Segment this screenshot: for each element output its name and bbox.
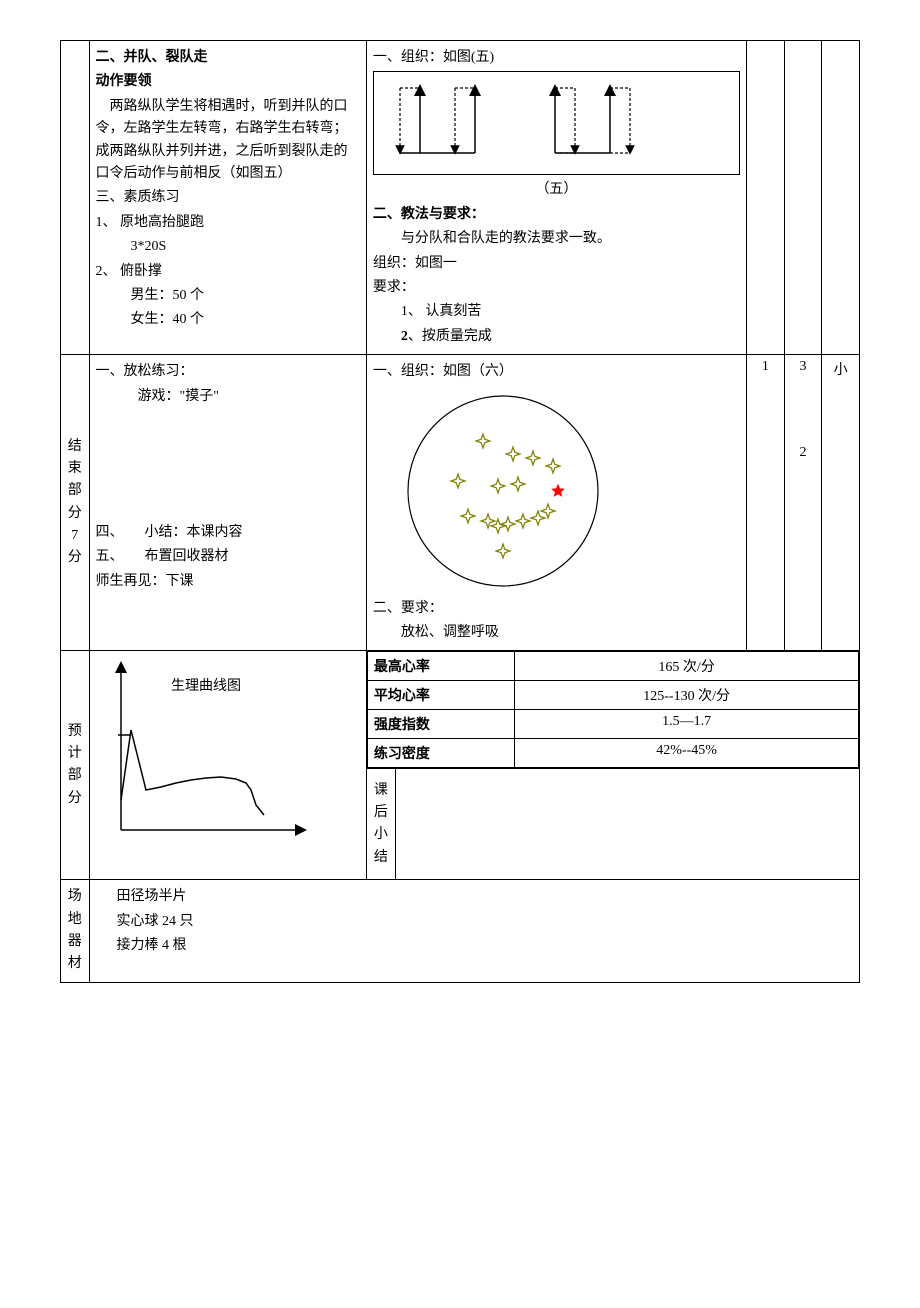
r1-teach-desc: 与分队和合队走的教法要求一致。 xyxy=(373,228,740,250)
row3-label: 预计部分 xyxy=(61,651,90,880)
m3k: 强度指数 xyxy=(367,710,514,739)
circle-diagram-6 xyxy=(373,386,633,596)
m4k: 练习密度 xyxy=(367,739,514,768)
r1-req1: 1、 认真刻苦 xyxy=(373,301,740,323)
row4-blank xyxy=(366,880,859,983)
row2-col-b1: 3 xyxy=(799,359,806,374)
formation-diagram-5 xyxy=(373,71,740,175)
r2-game: 游戏："摸子" xyxy=(96,386,360,408)
metric-row-1: 最高心率 165 次/分 xyxy=(367,652,858,681)
row1-col-b xyxy=(784,41,822,355)
r1-item3-2b: 男生：50 个 xyxy=(96,285,360,307)
r1-req-title: 要求： xyxy=(373,277,740,299)
r1-org2: 组织：如图一 xyxy=(373,253,740,275)
m1v: 165 次/分 xyxy=(515,652,859,681)
row2-col-c: 小 xyxy=(822,355,860,651)
r2-title4: 四、 小结：本课内容 xyxy=(96,522,360,544)
m3v: 1.5—1.7 xyxy=(515,710,859,739)
diagram5-svg xyxy=(380,78,680,168)
r1-req2-prefix: 2 xyxy=(401,329,408,344)
row4-content: 田径场半片 实心球 24 只 接力棒 4 根 xyxy=(89,880,366,983)
eq2: 实心球 24 只 xyxy=(96,911,361,933)
row4-label: 场地器材 xyxy=(61,880,90,983)
row-basic-cont: 二、并队、裂队走 动作要领 两路纵队学生将相遇时，听到并队的口令，左路学生左转弯… xyxy=(61,41,860,355)
row1-col-c xyxy=(822,41,860,355)
r1-desc2: 两路纵队学生将相遇时，听到并队的口令，左路学生左转弯，右路学生右转弯；成两路纵队… xyxy=(96,96,360,186)
row2-col-b2: 2 xyxy=(799,445,806,460)
row2-method: 一、组织：如图（六） 二、要求： 放松、调整呼吸 xyxy=(366,355,746,651)
r2-req-text: 放松、调整呼吸 xyxy=(373,622,740,644)
eq3: 接力棒 4 根 xyxy=(96,935,361,957)
row1-label-blank xyxy=(61,41,90,355)
r1-subtitle2: 动作要领 xyxy=(96,71,360,93)
r2-title5: 五、 布置回收器材 xyxy=(96,546,360,568)
r1-org-title: 一、组织：如图(五) xyxy=(373,47,740,69)
m2k: 平均心率 xyxy=(367,681,514,710)
lesson-plan-table: 二、并队、裂队走 动作要领 两路纵队学生将相遇时，听到并队的口令，左路学生左转弯… xyxy=(60,40,860,983)
eq1: 田径场半片 xyxy=(96,886,361,908)
metrics-cell: 最高心率 165 次/分 平均心率 125--130 次/分 强度指数 1.5—… xyxy=(366,651,859,769)
r2-org-title: 一、组织：如图（六） xyxy=(373,361,740,383)
r1-req2-text: 、按质量完成 xyxy=(408,329,492,344)
row-forecast: 预计部分 生理曲线图 最高心率 165 次/分 平均 xyxy=(61,651,860,769)
r1-teach-title: 二、教法与要求： xyxy=(373,204,740,226)
r1-item3-2c: 女生：40 个 xyxy=(96,309,360,331)
row1-content: 二、并队、裂队走 动作要领 两路纵队学生将相遇时，听到并队的口令，左路学生左转弯… xyxy=(89,41,366,355)
summary-blank xyxy=(395,769,859,879)
metric-row-2: 平均心率 125--130 次/分 xyxy=(367,681,858,710)
row2-col-b: 3 2 xyxy=(784,355,822,651)
chart-label: 生理曲线图 xyxy=(171,678,241,694)
m1k: 最高心率 xyxy=(367,652,514,681)
row-equipment: 场地器材 田径场半片 实心球 24 只 接力棒 4 根 xyxy=(61,880,860,983)
row1-col-a xyxy=(746,41,784,355)
metric-row-3: 强度指数 1.5—1.7 xyxy=(367,710,858,739)
r2-req-title: 二、要求： xyxy=(373,598,740,620)
summary-cell: 课后小结 xyxy=(366,769,859,880)
r1-item3-1: 1、 原地高抬腿跑 xyxy=(96,212,360,234)
metrics-table: 最高心率 165 次/分 平均心率 125--130 次/分 强度指数 1.5—… xyxy=(367,651,859,768)
m4v: 42%--45% xyxy=(515,739,859,768)
row2-label: 结束部分7分 xyxy=(61,355,90,651)
metric-row-4: 练习密度 42%--45% xyxy=(367,739,858,768)
row2-col-a: 1 xyxy=(746,355,784,651)
r1-req2: 2、按质量完成 xyxy=(373,326,740,348)
physio-curve-chart: 生理曲线图 xyxy=(96,655,316,845)
summary-table: 课后小结 xyxy=(367,769,859,879)
r1-title3: 三、素质练习 xyxy=(96,187,360,209)
summary-label: 课后小结 xyxy=(367,769,396,879)
r1-title2: 二、并队、裂队走 xyxy=(96,47,360,69)
row-ending: 结束部分7分 一、放松练习： 游戏："摸子" 四、 小结：本课内容 五、 布置回… xyxy=(61,355,860,651)
row2-content: 一、放松练习： 游戏："摸子" 四、 小结：本课内容 五、 布置回收器材 师生再… xyxy=(89,355,366,651)
fig5-label: （五） xyxy=(373,179,740,201)
r1-item3-1b: 3*20S xyxy=(96,236,360,258)
r1-item3-2: 2、 俯卧撑 xyxy=(96,261,360,283)
r2-title1: 一、放松练习： xyxy=(96,361,360,383)
r2-bye: 师生再见：下课 xyxy=(96,571,360,593)
m2v: 125--130 次/分 xyxy=(515,681,859,710)
row3-chart-cell: 生理曲线图 xyxy=(89,651,366,880)
row1-method: 一、组织：如图(五) xyxy=(366,41,746,355)
